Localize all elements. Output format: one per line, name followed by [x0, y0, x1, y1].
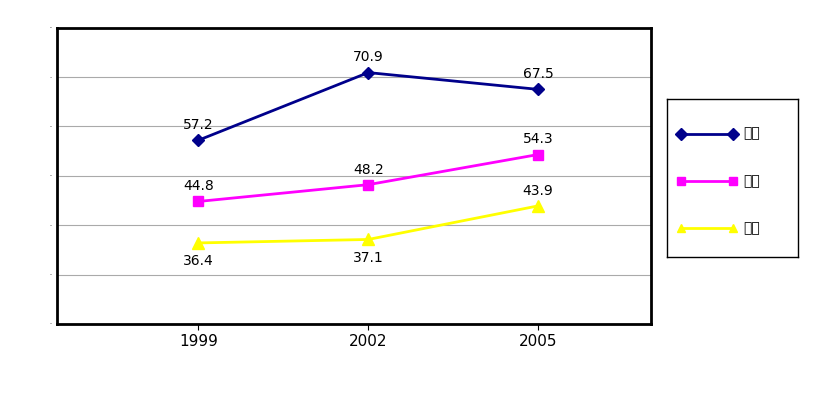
Text: 37.1: 37.1: [352, 251, 383, 265]
생산: [533, 152, 543, 157]
Line: 수출: 수출: [195, 68, 542, 145]
Text: 70.9: 70.9: [352, 51, 383, 64]
Text: 48.2: 48.2: [352, 163, 383, 177]
생산: [363, 182, 373, 187]
Text: 43.9: 43.9: [523, 184, 554, 198]
Text: 54.3: 54.3: [523, 132, 554, 147]
수출: [194, 138, 204, 143]
Text: 수출: 수출: [743, 126, 759, 141]
Line: 생산: 생산: [194, 150, 543, 206]
수출: [363, 70, 373, 75]
수출: [533, 87, 543, 92]
Text: 생산: 생산: [743, 174, 759, 188]
고용: [533, 203, 543, 208]
고용: [363, 237, 373, 242]
Text: 44.8: 44.8: [183, 179, 214, 193]
고용: [194, 241, 204, 245]
생산: [194, 199, 204, 204]
Text: 고용: 고용: [743, 221, 759, 235]
Line: 고용: 고용: [193, 200, 544, 248]
Text: 67.5: 67.5: [523, 67, 554, 81]
Text: 36.4: 36.4: [183, 254, 214, 268]
Text: 57.2: 57.2: [183, 118, 214, 132]
